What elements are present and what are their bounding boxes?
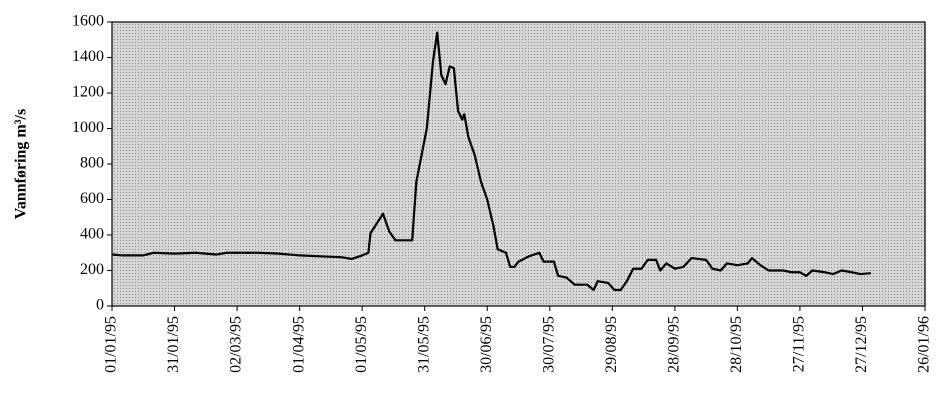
x-tick-label: 26/01/96 bbox=[916, 316, 933, 373]
data-line bbox=[111, 31, 871, 292]
x-tick-label: 02/03/95 bbox=[228, 316, 245, 373]
y-tick-label: 1400 bbox=[72, 48, 104, 65]
x-tick-label: 29/08/95 bbox=[603, 316, 620, 373]
x-tick-label: 27/11/95 bbox=[791, 316, 808, 372]
x-tick-label: 30/07/95 bbox=[540, 316, 557, 373]
y-tick-label: 1000 bbox=[72, 119, 104, 136]
y-tick-label: 800 bbox=[80, 155, 104, 172]
x-tick-label: 01/04/95 bbox=[290, 316, 307, 373]
y-tick-label: 0 bbox=[96, 297, 104, 314]
x-tick-label: 30/06/95 bbox=[478, 316, 495, 373]
x-tick-label: 01/01/95 bbox=[103, 316, 120, 373]
y-tick-label: 200 bbox=[80, 261, 104, 278]
y-tick-label: 400 bbox=[80, 226, 104, 243]
plot-area bbox=[111, 21, 926, 307]
x-tick-label: 28/10/95 bbox=[728, 316, 745, 373]
y-tick-label: 600 bbox=[80, 190, 104, 207]
x-tick-label: 28/09/95 bbox=[666, 316, 683, 373]
x-tick-label: 31/05/95 bbox=[415, 316, 432, 373]
y-tick-label: 1200 bbox=[72, 84, 104, 101]
y-tick-label: 1600 bbox=[72, 13, 104, 30]
y-axis-label: Vannføring m³/s bbox=[13, 109, 30, 219]
x-tick-label: 27/12/95 bbox=[853, 316, 870, 373]
x-tick-label: 31/01/95 bbox=[165, 316, 182, 373]
x-tick-label: 01/05/95 bbox=[353, 316, 370, 373]
